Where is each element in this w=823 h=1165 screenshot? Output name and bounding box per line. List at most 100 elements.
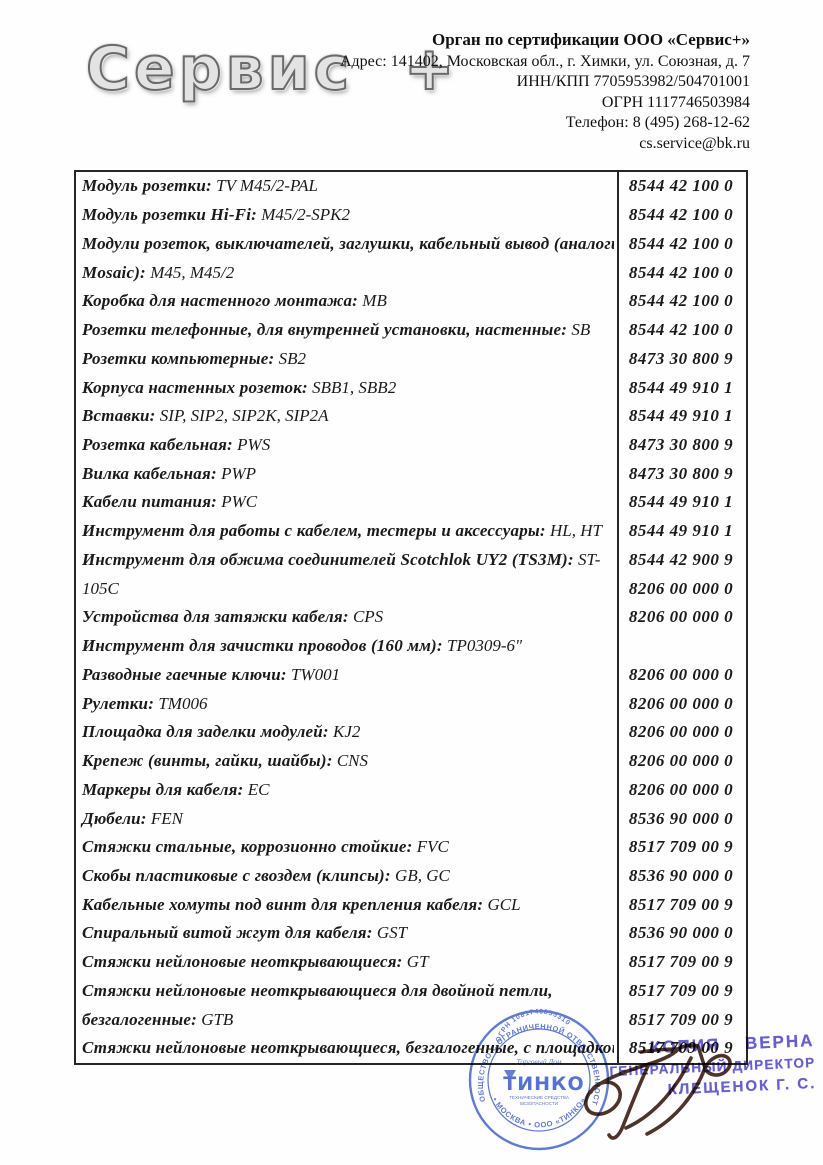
product-description: Площадка для заделки модулей: KJ2 (82, 722, 361, 742)
table-row: Модуль розетки Hi-Fi: M45/2-SPK2 8544 42… (76, 201, 746, 230)
table-row: Mosaic): M45, M45/2 8544 42 100 0 (76, 258, 746, 287)
product-code: 8536 90 000 0 (628, 808, 734, 828)
product-description: Рулетки: TM006 (82, 693, 208, 713)
product-description: Устройства для затяжки кабеля: CPS (82, 607, 384, 627)
header-block: Орган по сертификации ООО «Сервис+» Адре… (270, 30, 750, 154)
product-code: 8517 709 00 9 (628, 952, 734, 972)
header-org-name: Орган по сертификации ООО «Сервис+» (431, 30, 750, 49)
header-email: cs.service@bk.ru (639, 134, 750, 152)
table-row: Стяжки стальные, коррозионно стойкие: FV… (76, 833, 746, 862)
products-table: Модуль розетки: TV M45/2-PAL 8544 42 100… (74, 170, 748, 1065)
product-code: 8544 42 100 0 (628, 262, 734, 282)
product-description: Розетка кабельная: PWS (82, 434, 271, 454)
product-description: Розетки телефонные, для внутренней устан… (82, 320, 591, 340)
table-row: Крепеж (винты, гайки, шайбы): CNS 8206 0… (76, 747, 746, 776)
table-row: Рулетки: TM006 8206 00 000 0 (76, 689, 746, 718)
table-row: Инструмент для работы с кабелем, тестеры… (76, 517, 746, 546)
round-seal-stamp: ОБЩЕСТВО С ОГРАНИЧЕННОЙ ОТВЕТСТВЕННОСТЬЮ… (466, 1006, 610, 1151)
table-row: Площадка для заделки модулей: KJ2 8206 0… (76, 718, 746, 747)
product-description: Скобы пластиковые с гвоздем (клипсы): GB… (82, 865, 450, 885)
product-description: 105C (82, 578, 119, 598)
product-description: Кабельные хомуты под винт для крепления … (82, 894, 521, 914)
product-code: 8517 709 00 9 (628, 837, 734, 857)
product-code: 8206 00 000 0 (628, 779, 734, 799)
product-description: Разводные гаечные ключи: TW001 (82, 664, 341, 684)
table-row: 105C 8206 00 000 0 (76, 574, 746, 603)
product-description: Инструмент для работы с кабелем, тестеры… (82, 521, 602, 541)
table-row: Устройства для затяжки кабеля: CPS 8206 … (76, 603, 746, 632)
product-code: 8544 49 910 1 (628, 377, 734, 397)
table-row: Коробка для настенного монтажа: MB 8544 … (76, 287, 746, 316)
seal-center-name: ТИНКО (503, 1073, 584, 1095)
product-description: Корпуса настенных розеток: SBB1, SBB2 (82, 377, 397, 397)
product-description: Модули розеток, выключателей, заглушки, … (82, 233, 614, 253)
table-row: Стяжки нейлоновые неоткрывающиеся: GT 85… (76, 948, 746, 977)
product-code: 8473 30 800 9 (628, 463, 734, 483)
product-code: 8206 00 000 0 (628, 664, 734, 684)
table-row: безгалогенные: GTB 8517 709 00 9 (76, 1005, 746, 1034)
product-description: Mosaic): M45, M45/2 (82, 262, 235, 282)
seal-center-sub2: БЕЗОПАСНОСТИ (520, 1101, 558, 1106)
product-code: 8544 42 100 0 (628, 291, 734, 311)
product-code: 8544 42 100 0 (628, 205, 734, 225)
product-code: 8517 709 00 9 (628, 980, 734, 1000)
table-row: Вставки: SIP, SIP2, SIP2K, SIP2A 8544 49… (76, 402, 746, 431)
table-row: Маркеры для кабеля: EC 8206 00 000 0 (76, 775, 746, 804)
table-column-divider (617, 172, 619, 1063)
product-description: Розетки компьютерные: SB2 (82, 348, 306, 368)
product-code: 8206 00 000 0 (628, 693, 734, 713)
table-row: Кабельные хомуты под винт для крепления … (76, 890, 746, 919)
product-code: 8544 42 900 9 (628, 549, 734, 569)
table-row: Модули розеток, выключателей, заглушки, … (76, 229, 746, 258)
table-row: Стяжки нейлоновые неоткрывающиеся для дв… (76, 977, 746, 1006)
product-code: 8536 90 000 0 (628, 923, 734, 943)
table-row: Кабели питания: PWC 8544 49 910 1 (76, 488, 746, 517)
table-row: Модуль розетки: TV M45/2-PAL 8544 42 100… (76, 172, 746, 201)
table-row: Спиральный витой жгут для кабеля: GST 85… (76, 919, 746, 948)
product-code: 8517 709 00 9 (628, 894, 734, 914)
product-description: Кабели питания: PWC (82, 492, 258, 512)
header-ogrn: ОГРН 1117746503984 (601, 93, 750, 111)
table-row: Розетки компьютерные: SB2 8473 30 800 9 (76, 344, 746, 373)
header-phone: Телефон: 8 (495) 268-12-62 (565, 114, 750, 131)
product-description: Коробка для настенного монтажа: MB (82, 291, 387, 311)
table-row: Дюбели: FEN 8536 90 000 0 (76, 804, 746, 833)
product-code: 8544 42 100 0 (628, 320, 734, 340)
product-code: 8544 49 910 1 (628, 406, 734, 426)
product-code: 8206 00 000 0 (628, 578, 734, 598)
header-inn-kpp: ИНН/КПП 7705953982/504701001 (516, 73, 750, 90)
table-row: Розетка кабельная: PWS 8473 30 800 9 (76, 431, 746, 460)
products-table-body: Модуль розетки: TV M45/2-PAL 8544 42 100… (76, 172, 746, 1063)
product-description: Инструмент для обжима соединителей Scotc… (82, 549, 601, 569)
table-row: Разводные гаечные ключи: TW001 8206 00 0… (76, 660, 746, 689)
product-description: Стяжки нейлоновые неоткрывающиеся: GT (82, 952, 429, 972)
product-description: Модуль розетки: TV M45/2-PAL (82, 176, 318, 196)
product-code: 8517 709 00 9 (628, 1009, 734, 1029)
product-code: 8206 00 000 0 (628, 751, 734, 771)
product-code: 8206 00 000 0 (628, 722, 734, 742)
product-description: Крепеж (винты, гайки, шайбы): CNS (82, 751, 369, 771)
product-code: 8544 42 100 0 (628, 176, 734, 196)
table-row: Инструмент для обжима соединителей Scotc… (76, 546, 746, 575)
table-row: Скобы пластиковые с гвоздем (клипсы): GB… (76, 862, 746, 891)
director-signature (584, 1043, 732, 1140)
product-description: безгалогенные: GTB (82, 1009, 234, 1029)
product-description: Маркеры для кабеля: EC (82, 779, 270, 799)
table-row: Инструмент для зачистки проводов (160 мм… (76, 632, 746, 661)
seal-logo-triangle-icon (504, 1070, 516, 1080)
seal-center-sub1: ТЕХНИЧЕСКИЕ СРЕДСТВА (509, 1095, 570, 1100)
product-description: Вилка кабельная: PWP (82, 463, 256, 483)
product-code: 8544 49 910 1 (628, 492, 734, 512)
product-description: Дюбели: FEN (82, 808, 184, 828)
product-code: 8536 90 000 0 (628, 865, 734, 885)
product-code: 8473 30 800 9 (628, 434, 734, 454)
company-logo: Сервис + (85, 33, 459, 105)
seal-center-top-text: Торговый Дом (516, 1057, 561, 1066)
product-description: Стяжки нейлоновые неоткрывающиеся для дв… (82, 980, 553, 1000)
header-address: Адрес: 141402, Московская обл., г. Химки… (339, 52, 750, 70)
table-row: Розетки телефонные, для внутренней устан… (76, 316, 746, 345)
table-row: Корпуса настенных розеток: SBB1, SBB2 85… (76, 373, 746, 402)
product-description: Стяжки стальные, коррозионно стойкие: FV… (82, 837, 449, 857)
product-description: Вставки: SIP, SIP2, SIP2K, SIP2A (82, 406, 329, 426)
